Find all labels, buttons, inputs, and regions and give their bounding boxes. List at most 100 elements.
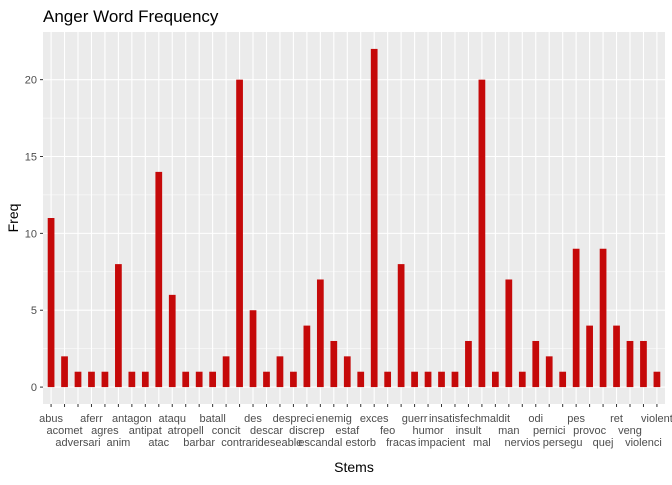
bar — [263, 371, 270, 388]
bar — [532, 340, 540, 388]
plot-panel — [43, 32, 665, 404]
bar — [74, 371, 82, 388]
bar — [384, 371, 392, 388]
bar — [545, 356, 553, 388]
bar — [330, 340, 338, 388]
x-tick-label: veng — [618, 425, 642, 437]
y-tick-label: 15 — [25, 152, 37, 164]
bar — [586, 325, 593, 388]
bar — [182, 371, 190, 388]
x-tick-label: contrari — [221, 437, 258, 449]
x-tick-label: batall — [199, 413, 225, 425]
bar — [559, 371, 567, 388]
x-tick-label: des — [244, 413, 262, 425]
x-tick-label: impacient — [418, 437, 465, 449]
x-tick-label: quej — [593, 437, 614, 449]
bar — [61, 356, 68, 388]
bar — [128, 371, 136, 388]
x-tick-label: concit — [212, 425, 241, 437]
y-tick-label: 20 — [25, 75, 37, 87]
x-tick-label: estaf — [335, 425, 360, 437]
x-tick-label: ataqu — [158, 413, 186, 425]
bar — [357, 371, 365, 388]
x-tick-label: antagon — [112, 413, 152, 425]
bar — [640, 340, 647, 388]
x-tick-label: mal — [473, 437, 491, 449]
grid-lines — [43, 32, 665, 404]
x-tick-label: acomet — [47, 425, 83, 437]
bar — [155, 171, 163, 388]
bar — [491, 371, 499, 388]
bar — [276, 356, 284, 388]
bar — [222, 356, 230, 388]
bar — [343, 356, 351, 388]
x-tick-label: escandal — [298, 437, 342, 449]
y-axis-title: Freq — [5, 204, 21, 233]
x-tick-label: exces — [360, 413, 389, 425]
chart-title: Anger Word Frequency — [43, 7, 219, 26]
x-tick-label: agres — [91, 425, 119, 437]
bar — [438, 371, 445, 388]
x-tick-label: humor — [412, 425, 444, 437]
x-tick-label: ret — [610, 413, 623, 425]
bar — [290, 371, 297, 388]
bar — [518, 371, 526, 388]
bar — [249, 310, 257, 388]
x-tick-label: violent — [641, 413, 672, 425]
x-tick-label: abus — [39, 413, 63, 425]
bar — [505, 279, 513, 388]
bar — [141, 371, 149, 388]
x-axis-title: Stems — [334, 459, 374, 475]
x-tick-label: fracas — [386, 437, 416, 449]
bar — [653, 371, 661, 388]
bars-group — [47, 48, 661, 388]
x-tick-label: odi — [528, 413, 543, 425]
x-tick-label: estorb — [345, 437, 376, 449]
x-tick-label: deseable — [258, 437, 303, 449]
x-tick-label: anim — [106, 437, 130, 449]
x-tick-label: descar — [250, 425, 283, 437]
bar — [626, 340, 634, 388]
bar — [397, 264, 405, 388]
bar — [168, 294, 176, 388]
x-tick-label: despreci — [273, 413, 315, 425]
bar — [451, 371, 459, 388]
bar — [424, 371, 432, 388]
x-tick-label: feo — [380, 425, 395, 437]
bar — [478, 79, 486, 388]
bar — [209, 371, 217, 388]
x-tick-label: nervios — [505, 437, 541, 449]
x-tick-label: atac — [148, 437, 169, 449]
x-tick-label: barbar — [183, 437, 215, 449]
x-tick-label: pes — [567, 413, 585, 425]
y-tick-label: 10 — [25, 228, 37, 240]
bar — [370, 48, 378, 388]
x-tick-label: man — [498, 425, 519, 437]
bar — [316, 279, 324, 388]
y-tick-label: 0 — [31, 382, 37, 394]
bar — [599, 248, 607, 388]
bar — [101, 371, 109, 388]
bar — [236, 79, 243, 388]
x-tick-label: aferr — [80, 413, 103, 425]
x-tick-label: insult — [456, 425, 482, 437]
x-tick-label: violenci — [625, 437, 662, 449]
bar — [47, 218, 55, 388]
x-tick-label: persegu — [543, 437, 583, 449]
x-tick-label: guerr — [402, 413, 428, 425]
x-tick-label: provoc — [573, 425, 607, 437]
x-tick-label: antipat — [129, 425, 162, 437]
bar — [572, 248, 580, 388]
x-tick-label: discrep — [289, 425, 324, 437]
x-tick-label: pernici — [533, 425, 565, 437]
y-tick-label: 5 — [31, 305, 37, 317]
x-tick-label: maldit — [481, 413, 510, 425]
x-tick-label: atropell — [168, 425, 204, 437]
bar — [88, 371, 95, 388]
bar — [195, 371, 203, 388]
bar — [303, 325, 311, 388]
bar — [115, 264, 122, 388]
